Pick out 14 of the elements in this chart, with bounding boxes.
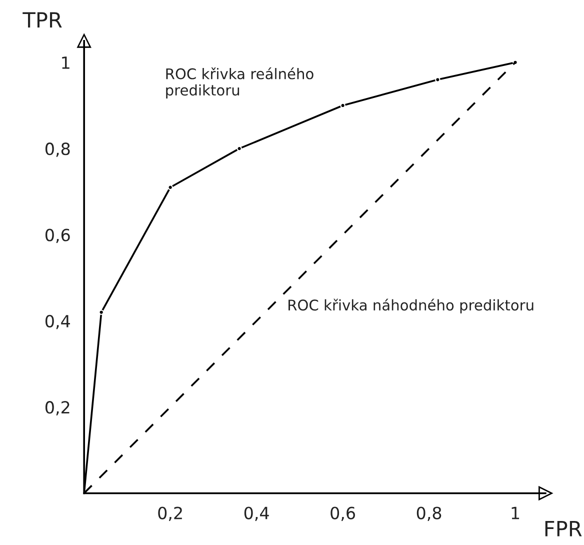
x-tick-label: 0,4: [244, 506, 269, 522]
y-tick-label: 0,2: [45, 401, 70, 416]
y-tick-label: 0,6: [45, 228, 70, 244]
y-axis-title: TPR: [22, 12, 62, 28]
x-tick-label: 0,6: [330, 506, 356, 522]
x-axis-title: FPR: [545, 521, 582, 536]
x-tick-label: 0,2: [158, 506, 182, 522]
y-tick-label: 0,4: [45, 314, 70, 330]
annotation: ROC křivka náhodného prediktoru: [288, 298, 534, 314]
annotation: ROC křivka reálného prediktoru: [166, 67, 314, 98]
y-tick-label: 1: [62, 56, 70, 69]
x-tick-label: 1: [512, 506, 520, 520]
x-tick-label: 0,8: [416, 506, 442, 522]
y-tick-label: 0,8: [45, 142, 70, 157]
